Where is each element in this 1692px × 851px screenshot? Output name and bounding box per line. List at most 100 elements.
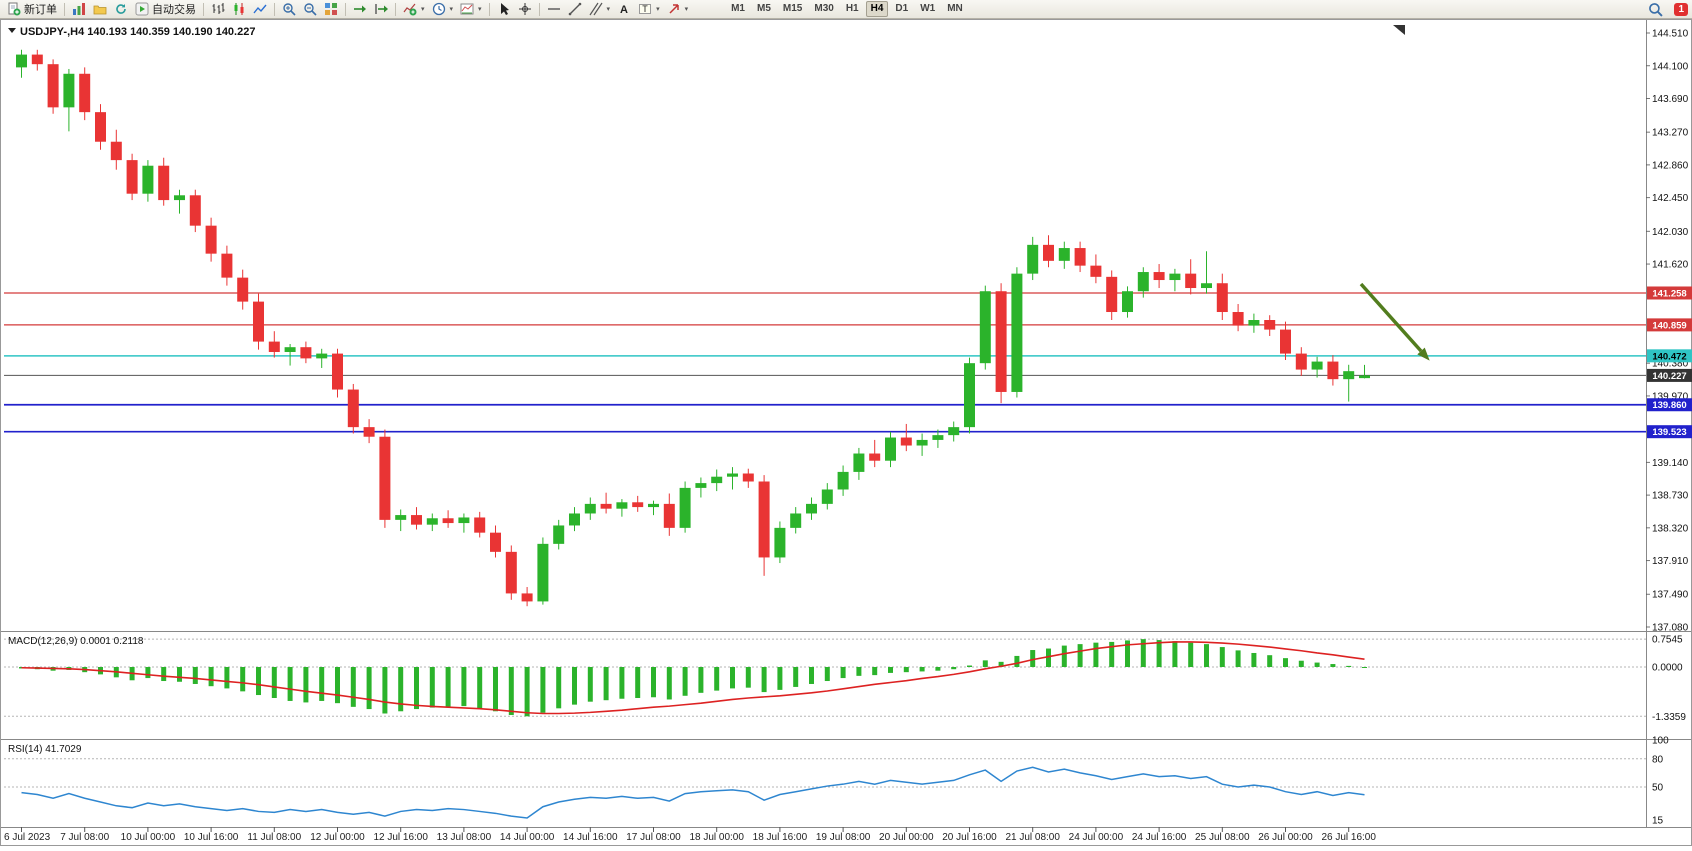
chevron-down-icon: ▾: [421, 5, 425, 13]
indicators-button[interactable]: ▾: [400, 1, 428, 18]
notification-badge[interactable]: 1: [1674, 2, 1688, 16]
arrows-button[interactable]: ▾: [664, 1, 692, 18]
refresh-button[interactable]: [111, 1, 131, 18]
rsi-label: RSI(14) 41.7029: [8, 744, 82, 755]
macd-histogram-bar: [1125, 640, 1130, 667]
macd-axis-label: 0.7545: [1652, 635, 1683, 646]
time-axis-label: 12 Jul 16:00: [373, 832, 428, 843]
chart-shift-marker[interactable]: [1393, 25, 1405, 35]
price-axis-label: 138.320: [1652, 523, 1689, 534]
profiles-button[interactable]: [90, 1, 110, 18]
channel-button[interactable]: ▾: [586, 1, 614, 18]
macd-histogram-bar: [1204, 644, 1209, 667]
price-badge-140.227: [1647, 368, 1692, 382]
time-axis-label: 19 Jul 08:00: [816, 832, 871, 843]
text-button[interactable]: A: [614, 1, 634, 18]
timeframe-button-MN[interactable]: MN: [947, 3, 963, 14]
periods-button[interactable]: ▾: [429, 1, 457, 18]
indicators-icon: [403, 2, 417, 16]
trend-arrow-head[interactable]: [1417, 347, 1430, 361]
trendline-button[interactable]: [565, 1, 585, 18]
new-order-button[interactable]: 新订单: [4, 1, 60, 18]
macd-histogram-bar: [1330, 664, 1336, 667]
candlestick-chart-button[interactable]: [229, 1, 249, 18]
rsi-line: [21, 766, 1365, 819]
macd-histogram-bar: [824, 667, 830, 682]
charts-button[interactable]: [69, 1, 89, 18]
candle-body: [948, 427, 960, 436]
new-order-label: 新订单: [24, 4, 57, 16]
candle-body: [474, 517, 486, 533]
macd-histogram-bar: [745, 667, 751, 688]
macd-histogram-bar: [256, 667, 261, 696]
candle-body: [932, 435, 944, 440]
price-badge-label: 140.472: [1652, 351, 1686, 362]
price-axis-label: 138.730: [1652, 491, 1689, 502]
timeframe-button-H4[interactable]: H4: [865, 1, 889, 17]
horizontal-line-button[interactable]: [544, 1, 564, 18]
timeframe-button-M1[interactable]: M1: [731, 3, 745, 14]
crosshair-button[interactable]: [515, 1, 535, 18]
chart-shift-button[interactable]: [371, 1, 391, 18]
price-badge-139.860: [1647, 398, 1692, 412]
cursor-button[interactable]: [494, 1, 514, 18]
zoom-out-button[interactable]: [300, 1, 320, 18]
price-axis-label: 142.860: [1652, 160, 1689, 171]
candle-body: [1106, 276, 1118, 313]
folder-icon: [93, 2, 107, 16]
macd-histogram-bar: [208, 667, 214, 687]
candle-body: [995, 291, 1007, 392]
candle-body: [110, 141, 122, 161]
text-label-button[interactable]: T ▾: [635, 1, 663, 18]
candle-body: [363, 427, 375, 437]
time-axis-label: 14 Jul 16:00: [563, 832, 618, 843]
rsi-axis-label: 50: [1652, 783, 1664, 794]
line-chart-button[interactable]: [250, 1, 270, 18]
macd-histogram-bar: [335, 667, 340, 704]
timeframe-button-H1[interactable]: H1: [845, 3, 859, 14]
timeframe-button-M30[interactable]: M30: [814, 3, 834, 14]
autotrade-button[interactable]: 自动交易: [132, 1, 199, 18]
macd-histogram-bar: [872, 667, 878, 676]
time-axis-label: 24 Jul 16:00: [1132, 832, 1187, 843]
candle-body: [1153, 272, 1165, 281]
text-label-icon: T: [638, 2, 652, 16]
macd-histogram-bar: [1267, 655, 1273, 667]
macd-histogram-bar: [793, 667, 799, 687]
candle-body: [1232, 312, 1244, 326]
timeframe-button-M5[interactable]: M5: [757, 3, 771, 14]
price-axis-label: 144.510: [1652, 29, 1689, 40]
timeframe-button-D1[interactable]: D1: [895, 3, 909, 14]
macd-histogram-bar: [319, 667, 325, 701]
macd-histogram-bar: [682, 667, 688, 696]
candle-body: [31, 54, 43, 65]
chart-area[interactable]: USDJPY-,H4 140.193 140.359 140.190 140.2…: [0, 19, 1692, 846]
time-axis-label: 10 Jul 16:00: [184, 832, 239, 843]
trend-arrow-line[interactable]: [1359, 282, 1423, 353]
candle-body: [790, 513, 802, 528]
candle-body: [979, 291, 991, 364]
macd-histogram-bar: [161, 667, 167, 682]
bar-chart-button[interactable]: [208, 1, 228, 18]
time-axis-label: 6 Jul 2023: [4, 832, 51, 843]
symbol-dropdown-icon[interactable]: [8, 28, 16, 33]
toolbar-separator: [203, 2, 204, 16]
templates-button[interactable]: ▾: [457, 1, 485, 18]
macd-histogram-bar: [1314, 662, 1320, 667]
cursor-icon: [497, 2, 511, 16]
candle-body: [1058, 248, 1070, 261]
timeframe-button-M15[interactable]: M15: [782, 3, 803, 14]
timeframe-button-W1[interactable]: W1: [920, 3, 936, 14]
zoom-in-button[interactable]: [279, 1, 299, 18]
time-axis-label: 20 Jul 00:00: [879, 832, 934, 843]
candle-body: [316, 353, 328, 359]
candle-body: [758, 481, 770, 558]
macd-histogram-bar: [145, 667, 151, 679]
candle-body: [253, 301, 264, 342]
toolbar-right-group: 1: [1645, 1, 1688, 18]
arrows-icon: [667, 2, 681, 16]
tile-windows-button[interactable]: [321, 1, 341, 18]
search-button[interactable]: [1645, 1, 1666, 18]
macd-histogram-bar: [856, 667, 862, 676]
auto-scroll-button[interactable]: [350, 1, 370, 18]
